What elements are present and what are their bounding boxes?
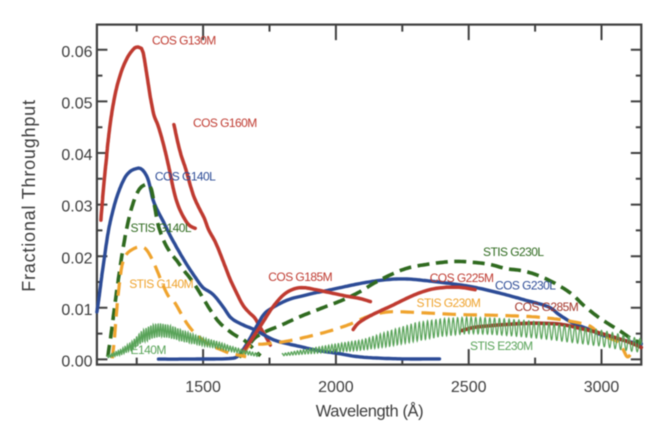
- svg-text:COS G160M: COS G160M: [193, 116, 257, 130]
- svg-text:0.01: 0.01: [61, 302, 92, 319]
- svg-text:Wavelength (Å): Wavelength (Å): [316, 402, 424, 421]
- svg-text:COS G285M: COS G285M: [515, 300, 579, 314]
- svg-text:2500: 2500: [451, 379, 487, 396]
- svg-text:1500: 1500: [185, 379, 221, 396]
- svg-text:COS G185M: COS G185M: [268, 270, 332, 284]
- svg-text:STIS G140M: STIS G140M: [129, 277, 193, 291]
- svg-text:0.04: 0.04: [61, 147, 92, 164]
- svg-text:COS G230L: COS G230L: [495, 278, 556, 292]
- svg-text:0.05: 0.05: [61, 96, 92, 113]
- svg-text:0.03: 0.03: [61, 199, 92, 216]
- svg-text:0.06: 0.06: [61, 44, 92, 61]
- svg-text:STIS G140L: STIS G140L: [131, 221, 192, 235]
- svg-text:STIS G230L: STIS G230L: [483, 245, 544, 259]
- svg-text:STIS G230M: STIS G230M: [417, 296, 481, 310]
- svg-text:E140M: E140M: [131, 343, 167, 357]
- svg-text:COS G130M: COS G130M: [152, 34, 216, 48]
- svg-text:2000: 2000: [318, 379, 354, 396]
- svg-text:0.00: 0.00: [61, 354, 92, 371]
- svg-text:STIS E230M: STIS E230M: [470, 339, 533, 353]
- svg-text:Fractional Throughput: Fractional Throughput: [19, 99, 39, 292]
- svg-text:COS G225M: COS G225M: [430, 271, 494, 285]
- svg-text:COS G140L: COS G140L: [155, 169, 216, 183]
- svg-text:3000: 3000: [584, 379, 620, 396]
- svg-text:0.02: 0.02: [61, 250, 92, 267]
